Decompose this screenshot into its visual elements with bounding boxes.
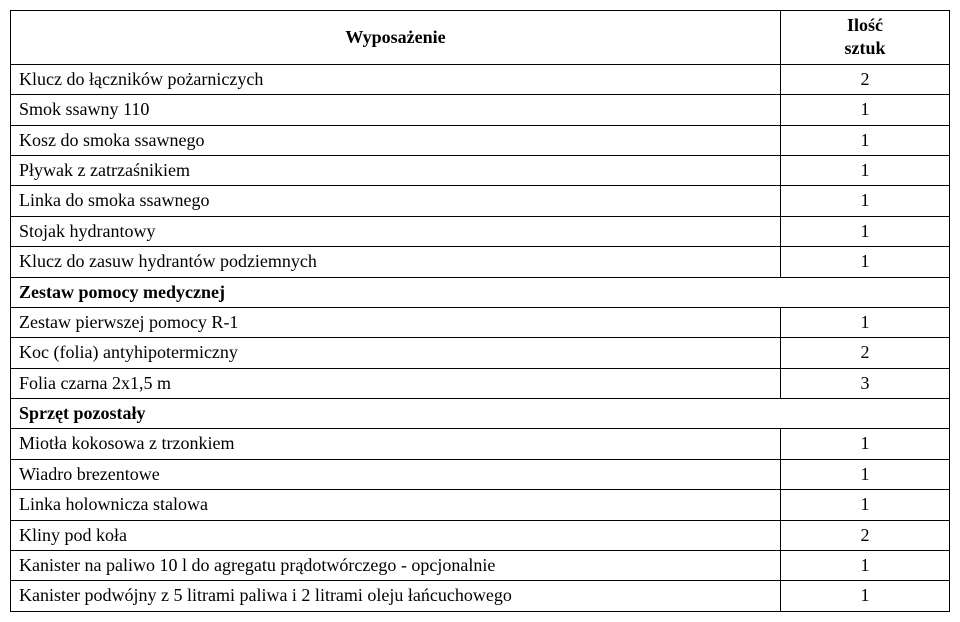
section-header-cell: Sprzęt pozostały [11, 399, 950, 429]
equipment-name-cell: Kosz do smoka ssawnego [11, 125, 781, 155]
header-qty-line2: sztuk [789, 37, 941, 60]
equipment-name-cell: Zestaw pierwszej pomocy R-1 [11, 307, 781, 337]
equipment-name-cell: Linka do smoka ssawnego [11, 186, 781, 216]
equipment-qty-cell: 1 [780, 95, 949, 125]
table-row: Kanister podwójny z 5 litrami paliwa i 2… [11, 581, 950, 611]
header-qty-line1: Ilość [789, 14, 941, 37]
equipment-name-cell: Klucz do zasuw hydrantów podziemnych [11, 247, 781, 277]
table-row: Sprzęt pozostały [11, 399, 950, 429]
equipment-name-cell: Koc (folia) antyhipotermiczny [11, 338, 781, 368]
equipment-qty-cell: 3 [780, 368, 949, 398]
equipment-qty-cell: 1 [780, 551, 949, 581]
equipment-qty-cell: 1 [780, 155, 949, 185]
table-row: Folia czarna 2x1,5 m3 [11, 368, 950, 398]
table-row: Kosz do smoka ssawnego1 [11, 125, 950, 155]
equipment-table: WyposażenieIlośćsztukKlucz do łączników … [10, 10, 950, 612]
equipment-name-cell: Kliny pod koła [11, 520, 781, 550]
equipment-qty-cell: 1 [780, 581, 949, 611]
equipment-qty-cell: 2 [780, 64, 949, 94]
equipment-qty-cell: 1 [780, 429, 949, 459]
table-row: Pływak z zatrzaśnikiem1 [11, 155, 950, 185]
table-row: Koc (folia) antyhipotermiczny2 [11, 338, 950, 368]
equipment-name-cell: Miotła kokosowa z trzonkiem [11, 429, 781, 459]
equipment-name-cell: Stojak hydrantowy [11, 216, 781, 246]
table-row: Klucz do zasuw hydrantów podziemnych1 [11, 247, 950, 277]
equipment-qty-cell: 2 [780, 338, 949, 368]
equipment-qty-cell: 1 [780, 307, 949, 337]
table-row: Linka do smoka ssawnego1 [11, 186, 950, 216]
header-col-equipment: Wyposażenie [11, 11, 781, 65]
section-header-cell: Zestaw pomocy medycznej [11, 277, 950, 307]
table-row: Stojak hydrantowy1 [11, 216, 950, 246]
equipment-qty-cell: 1 [780, 247, 949, 277]
equipment-qty-cell: 1 [780, 216, 949, 246]
table-row: Zestaw pomocy medycznej [11, 277, 950, 307]
equipment-name-cell: Smok ssawny 110 [11, 95, 781, 125]
table-row: Wiadro brezentowe1 [11, 459, 950, 489]
equipment-name-cell: Folia czarna 2x1,5 m [11, 368, 781, 398]
equipment-name-cell: Kanister podwójny z 5 litrami paliwa i 2… [11, 581, 781, 611]
equipment-qty-cell: 1 [780, 125, 949, 155]
equipment-name-cell: Linka holownicza stalowa [11, 490, 781, 520]
header-col-quantity: Ilośćsztuk [780, 11, 949, 65]
equipment-qty-cell: 1 [780, 459, 949, 489]
table-row: Kanister na paliwo 10 l do agregatu prąd… [11, 551, 950, 581]
table-row: Smok ssawny 1101 [11, 95, 950, 125]
table-row: Kliny pod koła2 [11, 520, 950, 550]
table-row: Miotła kokosowa z trzonkiem1 [11, 429, 950, 459]
equipment-qty-cell: 2 [780, 520, 949, 550]
equipment-name-cell: Wiadro brezentowe [11, 459, 781, 489]
equipment-name-cell: Pływak z zatrzaśnikiem [11, 155, 781, 185]
equipment-name-cell: Klucz do łączników pożarniczych [11, 64, 781, 94]
equipment-qty-cell: 1 [780, 186, 949, 216]
equipment-name-cell: Kanister na paliwo 10 l do agregatu prąd… [11, 551, 781, 581]
table-row: Klucz do łączników pożarniczych2 [11, 64, 950, 94]
table-header-row: WyposażenieIlośćsztuk [11, 11, 950, 65]
equipment-qty-cell: 1 [780, 490, 949, 520]
table-row: Linka holownicza stalowa1 [11, 490, 950, 520]
table-row: Zestaw pierwszej pomocy R-11 [11, 307, 950, 337]
